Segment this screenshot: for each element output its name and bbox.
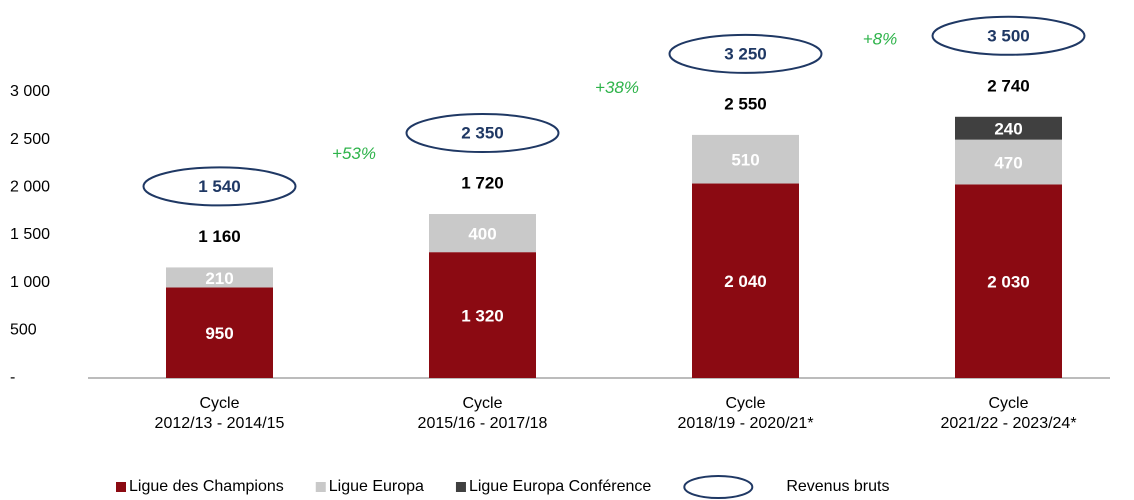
bar-segment	[166, 267, 273, 288]
gross-revenue-label: 1 540	[198, 177, 241, 196]
value-label: 950	[205, 324, 233, 343]
x-tick-label: Cycle	[988, 395, 1028, 412]
legend-swatch	[455, 482, 466, 492]
gross-revenue-ellipse	[668, 33, 823, 74]
gross-revenue-label: 3 250	[724, 44, 767, 63]
bar-segment	[955, 116, 1062, 140]
y-tick-label: 2 000	[10, 179, 50, 196]
x-tick-label: 2012/13 - 2014/15	[155, 415, 285, 432]
bar-segment	[955, 184, 1062, 378]
legend-ellipse	[683, 475, 754, 499]
value-label: 1 320	[461, 307, 504, 326]
value-label: 240	[994, 120, 1022, 139]
y-tick-label: -	[10, 369, 15, 386]
value-label: 510	[731, 151, 759, 170]
gross-revenue-ellipse	[931, 15, 1086, 56]
legend-label: Ligue Europa	[329, 478, 424, 495]
value-label: 470	[994, 154, 1022, 173]
value-label: 2 040	[724, 272, 767, 291]
bar-segment	[429, 252, 536, 378]
total-label: 2 550	[724, 94, 767, 113]
bar-segment	[692, 134, 799, 184]
gross-revenue-label: 3 500	[987, 26, 1030, 45]
x-tick-label: Cycle	[725, 395, 765, 412]
growth-annotation: +38%	[595, 78, 639, 97]
x-tick-label: Cycle	[199, 395, 239, 412]
total-label: 1 160	[198, 227, 241, 246]
x-tick-label: 2018/19 - 2020/21*	[677, 415, 813, 432]
legend-label: Ligue Europa Conférence	[469, 478, 651, 495]
y-tick-label: 1 500	[10, 226, 50, 243]
y-tick-label: 3 000	[10, 83, 50, 100]
y-tick-label: 1 000	[10, 274, 50, 291]
x-tick-label: 2015/16 - 2017/18	[418, 415, 548, 432]
bar-segment	[429, 214, 536, 253]
gross-revenue-label: 2 350	[461, 124, 504, 143]
growth-annotation: +8%	[863, 29, 898, 48]
value-label: 2 030	[987, 273, 1030, 292]
y-tick-label: 2 500	[10, 131, 50, 148]
x-tick-label: Cycle	[462, 395, 502, 412]
bar-segment	[955, 139, 1062, 185]
gross-revenue-ellipse	[142, 166, 297, 207]
legend-swatch	[315, 482, 326, 492]
legend-swatch	[116, 482, 126, 492]
gross-revenue-ellipse	[405, 113, 560, 154]
bar-segment	[692, 183, 799, 378]
value-label: 210	[205, 269, 233, 288]
total-label: 2 740	[987, 76, 1030, 95]
total-label: 1 720	[461, 174, 504, 193]
value-label: 400	[468, 225, 496, 244]
growth-annotation: +53%	[332, 144, 376, 163]
x-tick-label: 2021/22 - 2023/24*	[940, 415, 1076, 432]
legend-label: Revenus bruts	[786, 478, 889, 495]
bar-segment	[166, 287, 273, 378]
legend-label: Ligue des Champions	[129, 478, 284, 495]
y-tick-label: 500	[10, 322, 37, 339]
